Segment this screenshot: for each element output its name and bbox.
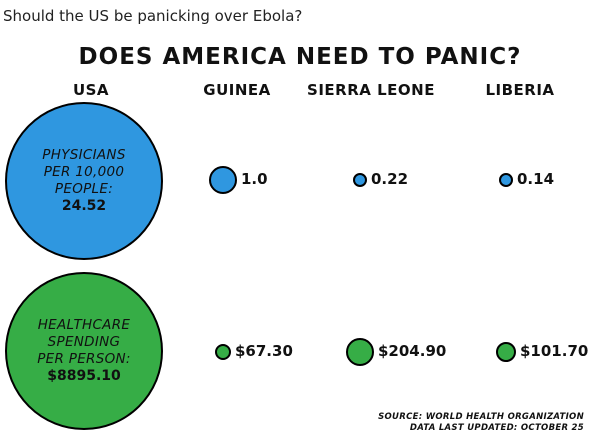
liberia-physicians-bubble bbox=[499, 173, 513, 187]
column-header-sierra-leone: SIERRA LEONE bbox=[307, 81, 435, 99]
usa-spending-value: $8895.10 bbox=[47, 368, 121, 384]
page-question: Should the US be panicking over Ebola? bbox=[3, 7, 303, 25]
physicians-series-label: PHYSICIANS PER 10,000 PEOPLE: bbox=[42, 147, 126, 197]
usa-physicians-value: 24.52 bbox=[61, 198, 107, 214]
guinea-physicians-value: 1.0 bbox=[241, 170, 268, 188]
liberia-spending-value: $101.70 bbox=[520, 342, 589, 360]
usa-physicians-bubble: PHYSICIANS PER 10,000 PEOPLE: 24.52 bbox=[5, 102, 163, 260]
source-note: SOURCE: WORLD HEALTH ORGANIZATION bbox=[378, 412, 584, 422]
spending-series-label: HEALTHCARE SPENDING PER PERSON: bbox=[37, 317, 131, 367]
guinea-spending-value: $67.30 bbox=[235, 342, 293, 360]
column-header-usa: USA bbox=[72, 81, 110, 99]
sierra-leone-spending-bubble bbox=[346, 338, 374, 366]
sierra-leone-physicians-bubble bbox=[353, 173, 367, 187]
sierra-leone-physicians-value: 0.22 bbox=[371, 170, 409, 188]
usa-spending-bubble: HEALTHCARE SPENDING PER PERSON: $8895.10 bbox=[5, 272, 163, 430]
updated-note: DATA LAST UPDATED: OCTOBER 25 bbox=[409, 423, 584, 433]
guinea-physicians-bubble bbox=[209, 166, 237, 194]
guinea-spending-bubble bbox=[215, 344, 231, 360]
sierra-leone-spending-value: $204.90 bbox=[378, 342, 447, 360]
liberia-physicians-value: 0.14 bbox=[517, 170, 555, 188]
column-header-guinea: GUINEA bbox=[203, 81, 271, 99]
chart-title: DOES AMERICA NEED TO PANIC? bbox=[78, 44, 522, 70]
column-header-liberia: LIBERIA bbox=[485, 81, 555, 99]
liberia-spending-bubble bbox=[496, 342, 516, 362]
